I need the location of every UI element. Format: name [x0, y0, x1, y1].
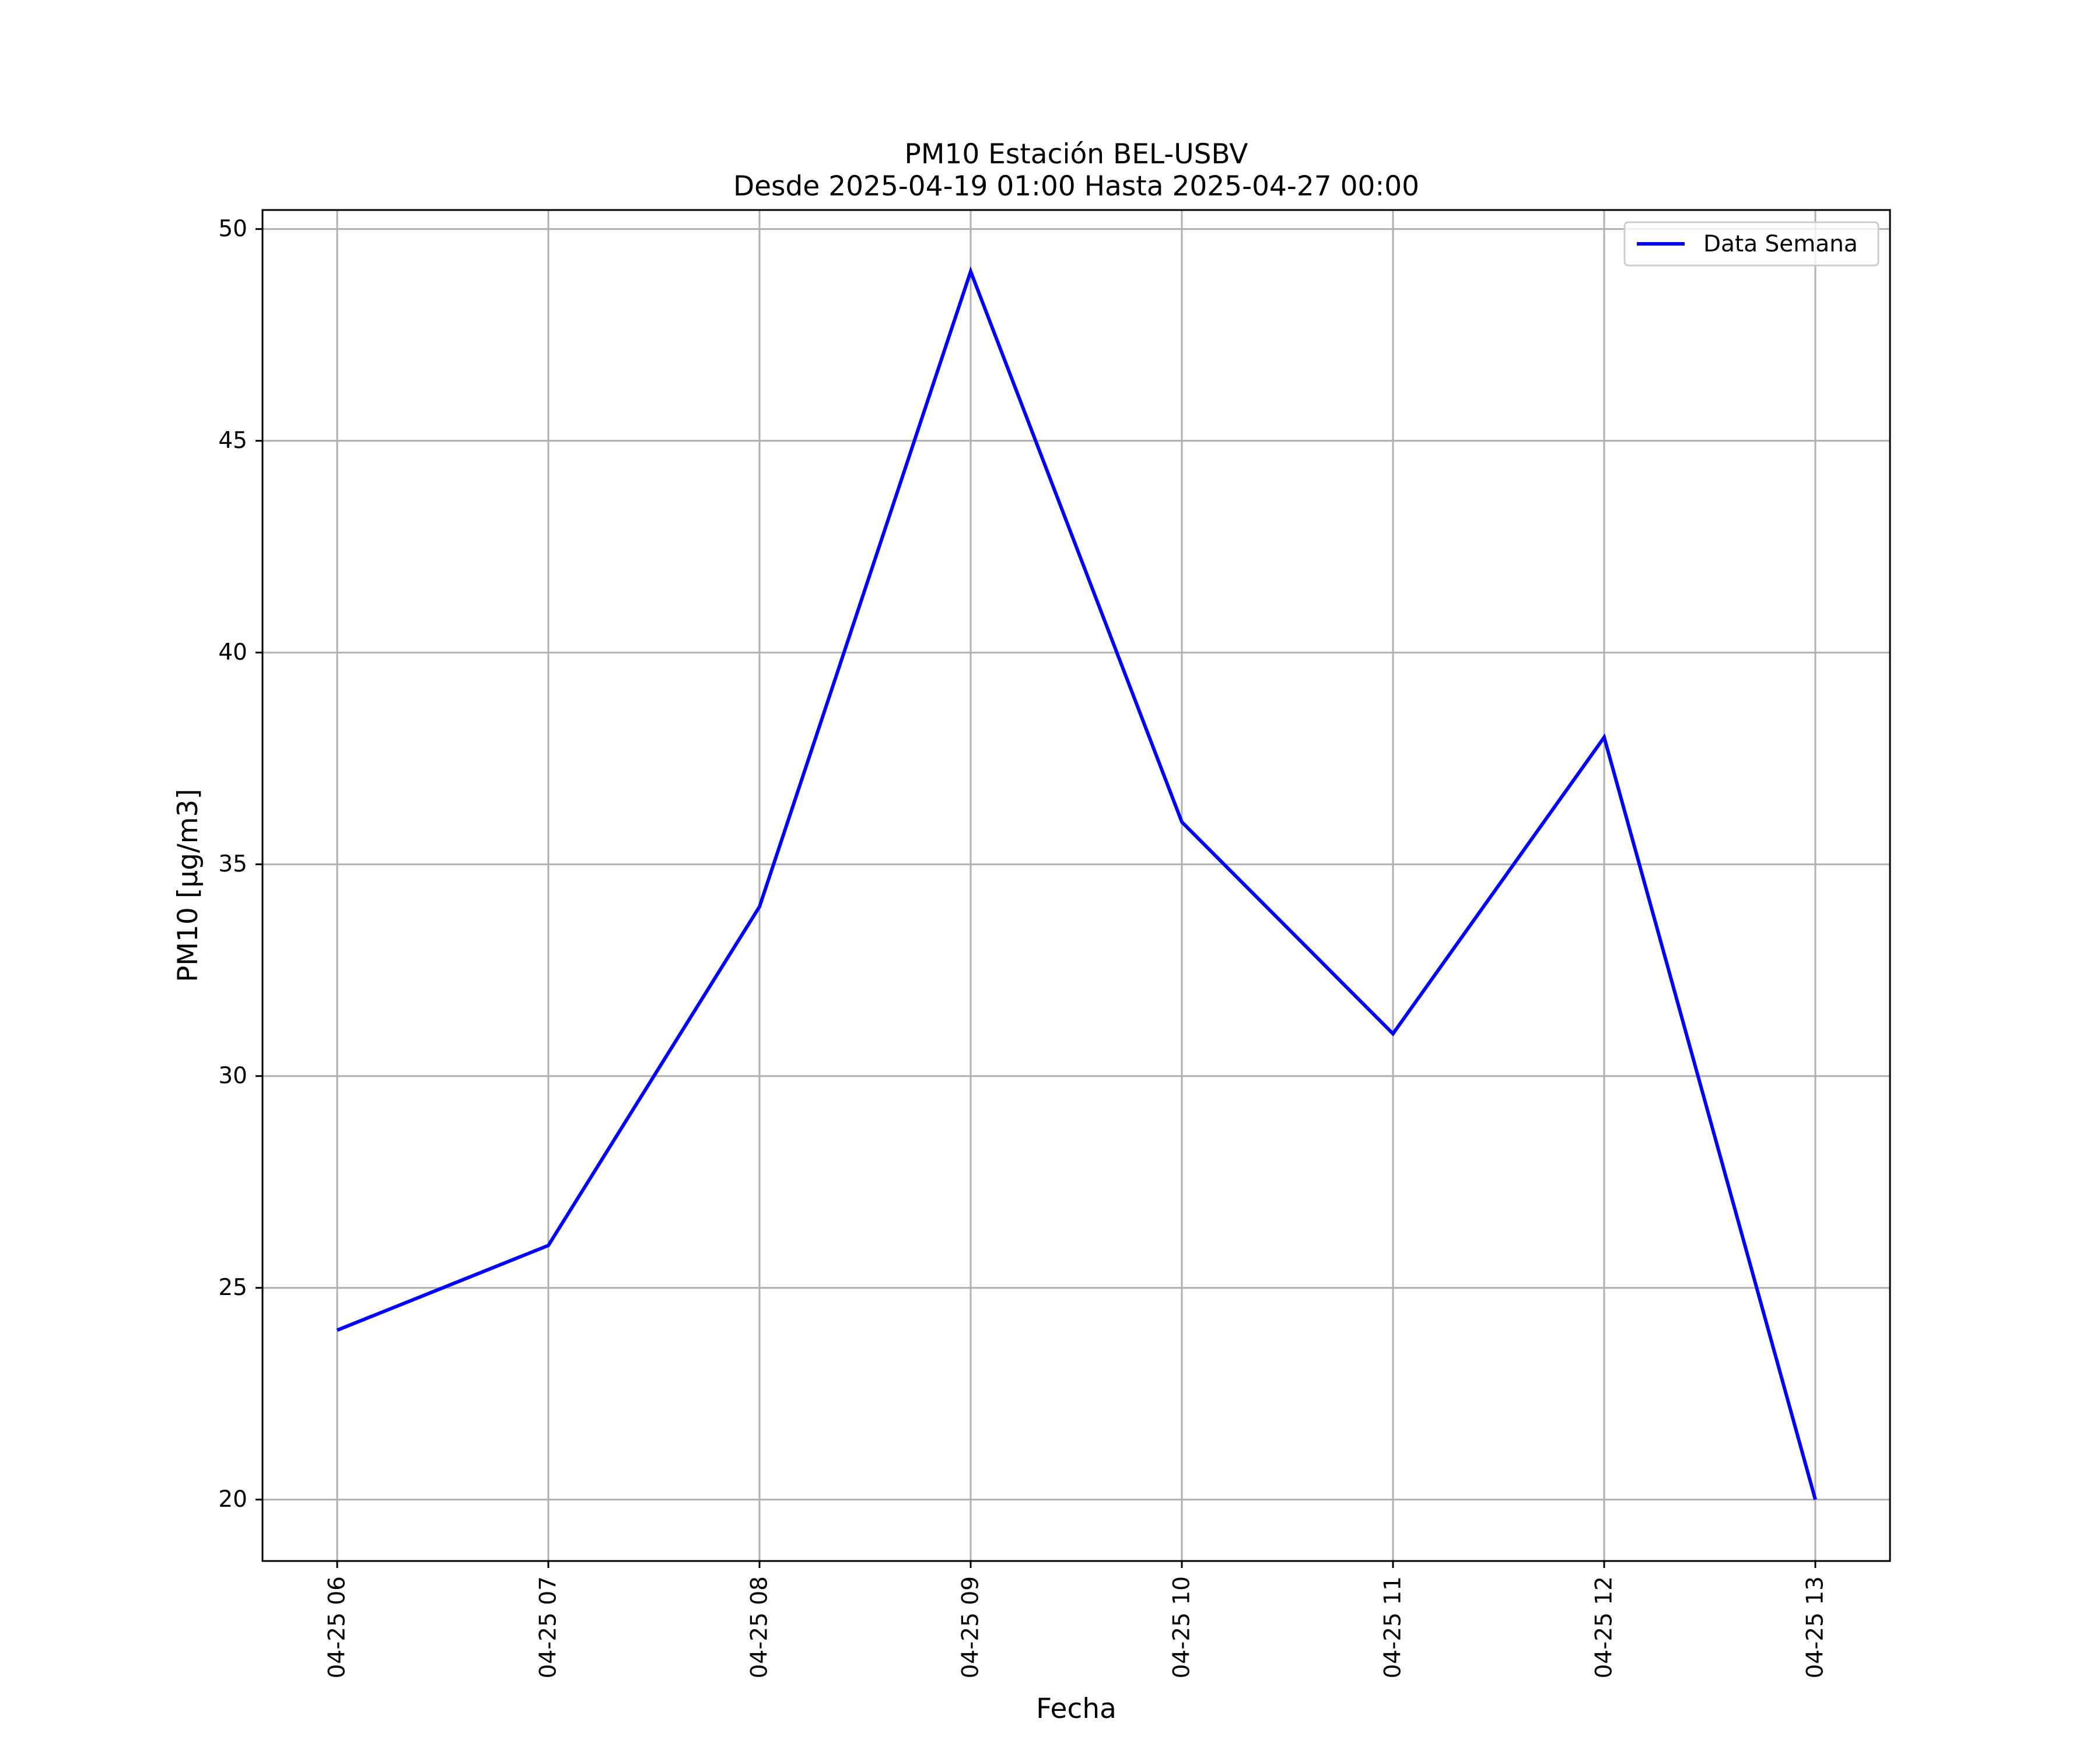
legend-box [1623, 221, 1880, 267]
y-tick-label: 45 [218, 428, 247, 454]
y-tick-label: 20 [218, 1486, 247, 1513]
x-tick-label: 04-25 10 [1169, 1576, 1195, 1678]
series-line [336, 266, 1817, 1500]
y-axis-label: PM10 [μg/m3] [172, 789, 204, 982]
legend: Data Semana [1623, 221, 1880, 267]
x-tick-label: 04-25 07 [536, 1576, 562, 1678]
series-layer [336, 266, 1817, 1500]
y-tick-label: 25 [218, 1275, 247, 1301]
x-tick-label: 04-25 12 [1591, 1576, 1618, 1678]
x-tick-label: 04-25 08 [747, 1576, 773, 1678]
x-tick-label: 04-25 06 [324, 1576, 351, 1678]
grid [262, 210, 1890, 1561]
plot-frame [261, 209, 1891, 1562]
chart-title: PM10 Estación BEL-USBV [905, 138, 1248, 170]
x-tick-label: 04-25 11 [1380, 1576, 1406, 1678]
y-tick-label: 35 [218, 851, 247, 877]
x-axis-label: Fecha [1036, 1693, 1116, 1725]
chart-subtitle: Desde 2025-04-19 01:00 Hasta 2025-04-27 … [733, 170, 1419, 202]
ticks: 04-25 06 04-25 07 04-25 08 04-25 09 04-25 10… [218, 216, 1828, 1678]
x-tick-label: 04-25 13 [1803, 1576, 1829, 1678]
legend-label: Data Semana [1703, 231, 1858, 257]
y-tick-label: 40 [218, 639, 247, 666]
y-tick-label: 50 [218, 216, 247, 242]
y-tick-label: 30 [218, 1063, 247, 1089]
x-tick-label: 04-25 09 [958, 1576, 984, 1678]
